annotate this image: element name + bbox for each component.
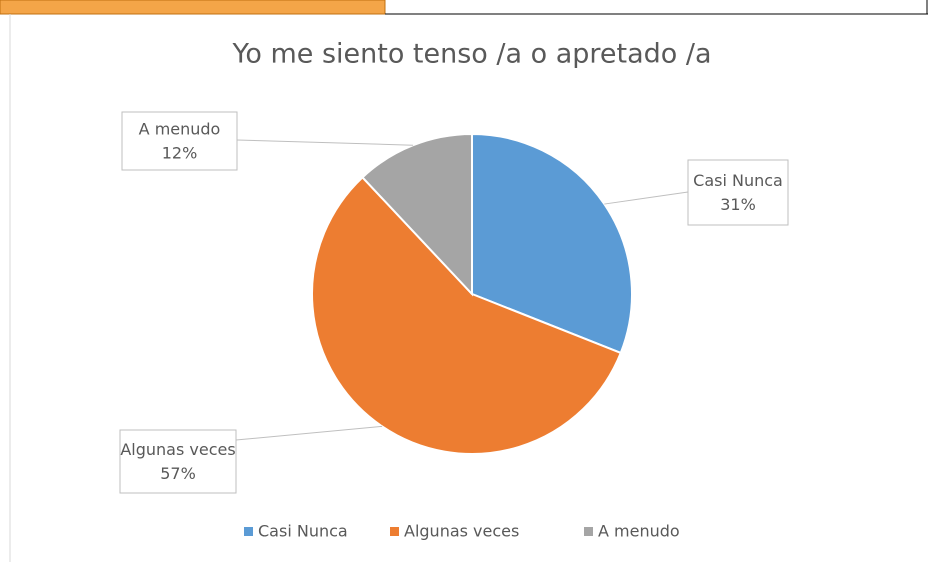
data-label-name: A menudo bbox=[139, 120, 221, 139]
data-label-value: 31% bbox=[720, 195, 756, 214]
data-label-name: Casi Nunca bbox=[693, 171, 783, 190]
data-label-value: 12% bbox=[162, 144, 198, 163]
legend-label: Casi Nunca bbox=[258, 522, 348, 541]
legend-swatch bbox=[584, 527, 593, 536]
pie-slice bbox=[311, 175, 623, 455]
data-label-box bbox=[119, 429, 237, 494]
leader-line bbox=[236, 139, 414, 146]
chart-title: Yo me siento tenso /a o apretado /a bbox=[231, 39, 711, 70]
leader-line bbox=[604, 191, 689, 205]
header-strip bbox=[0, 0, 386, 15]
legend-swatch bbox=[390, 527, 399, 536]
pie-slice bbox=[471, 132, 633, 355]
legend-swatch bbox=[244, 527, 253, 536]
data-label-box bbox=[121, 111, 238, 171]
data-label-value: 57% bbox=[160, 464, 196, 483]
legend-label: Algunas veces bbox=[404, 522, 519, 541]
data-label-name: Algunas veces bbox=[120, 440, 235, 459]
leader-line bbox=[235, 425, 383, 441]
data-label-box bbox=[687, 159, 789, 226]
legend-label: A menudo bbox=[598, 522, 680, 541]
